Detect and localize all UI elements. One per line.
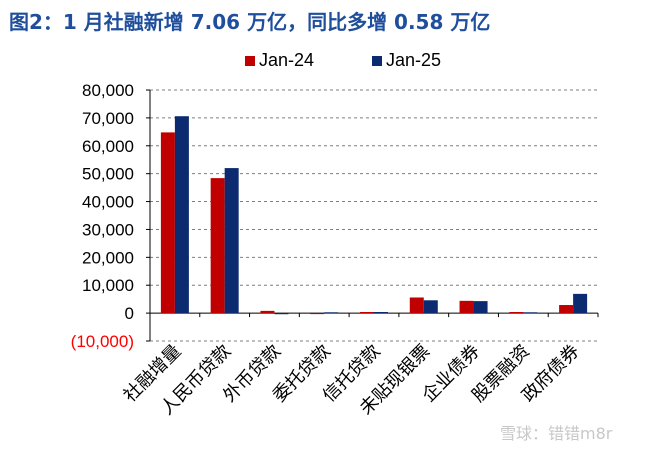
bar (423, 300, 438, 314)
bar (324, 312, 339, 314)
legend: Jan-24 Jan-25 (245, 50, 441, 70)
bar (459, 300, 474, 314)
y-tick-label: 10,000 (82, 276, 134, 295)
bars (160, 116, 588, 315)
y-tick-label: 20,000 (82, 248, 134, 267)
bar (260, 310, 275, 314)
bar (224, 168, 239, 314)
bar (473, 301, 488, 314)
bar (210, 178, 225, 314)
bar (374, 311, 388, 314)
bar (559, 305, 574, 314)
bar (409, 297, 424, 314)
y-tick-label: 80,000 (82, 81, 134, 100)
watermark: 雪球：错错m8r (500, 424, 613, 443)
bar (573, 293, 588, 314)
bar (360, 311, 374, 314)
legend-swatch (245, 56, 255, 66)
y-tick-label: 40,000 (82, 193, 134, 212)
bar (523, 312, 538, 314)
legend-label: Jan-24 (259, 50, 314, 70)
bar (509, 311, 524, 314)
y-tick-label: 30,000 (82, 220, 134, 239)
y-tick-label: 0 (125, 304, 134, 323)
bar (174, 116, 189, 314)
legend-label: Jan-25 (386, 50, 441, 70)
y-tick-label: 70,000 (82, 109, 134, 128)
bar (310, 313, 325, 315)
bar (160, 132, 175, 314)
y-tick-label: 50,000 (82, 165, 134, 184)
y-tick-label: 60,000 (82, 137, 134, 156)
y-tick-labels: 80,000 70,000 60,000 50,000 40,000 30,000 20,0… (71, 81, 134, 351)
y-tick-label: (10,000) (71, 332, 134, 351)
bar (274, 313, 289, 315)
chart-title: 图2：1 月社融新增 7.06 万亿，同比多增 0.58 万亿 (9, 10, 491, 34)
legend-swatch (372, 56, 382, 66)
